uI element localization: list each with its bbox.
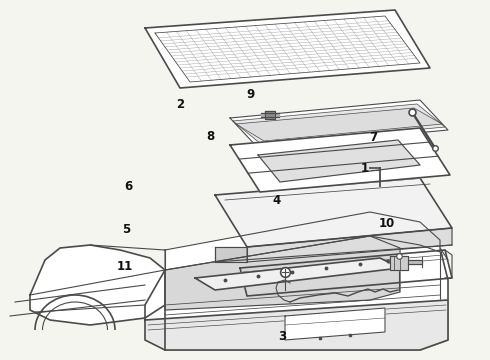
Text: 1: 1 (361, 162, 369, 175)
Text: 11: 11 (117, 260, 133, 273)
Text: 4: 4 (273, 194, 281, 207)
Polygon shape (145, 230, 448, 350)
Polygon shape (240, 250, 452, 296)
Polygon shape (236, 108, 442, 141)
Polygon shape (285, 308, 385, 340)
Polygon shape (30, 245, 165, 325)
Polygon shape (215, 247, 247, 262)
Text: 7: 7 (369, 131, 377, 144)
Polygon shape (145, 300, 448, 350)
Text: 5: 5 (122, 223, 130, 236)
Text: 2: 2 (176, 98, 184, 111)
Polygon shape (155, 16, 420, 82)
Text: 9: 9 (247, 88, 255, 101)
Polygon shape (390, 256, 408, 270)
Polygon shape (408, 260, 422, 264)
Polygon shape (195, 258, 400, 290)
Polygon shape (230, 100, 448, 148)
Polygon shape (261, 113, 265, 117)
Polygon shape (145, 10, 430, 88)
Polygon shape (258, 140, 420, 182)
Polygon shape (230, 128, 450, 192)
Polygon shape (275, 113, 279, 117)
Text: 8: 8 (207, 130, 215, 143)
Text: 3: 3 (278, 330, 286, 343)
Text: 10: 10 (379, 217, 395, 230)
Polygon shape (165, 212, 440, 270)
Polygon shape (247, 228, 452, 262)
Polygon shape (233, 104, 445, 144)
Polygon shape (165, 236, 400, 310)
Polygon shape (215, 178, 452, 247)
Polygon shape (265, 111, 275, 119)
Text: 6: 6 (124, 180, 132, 193)
